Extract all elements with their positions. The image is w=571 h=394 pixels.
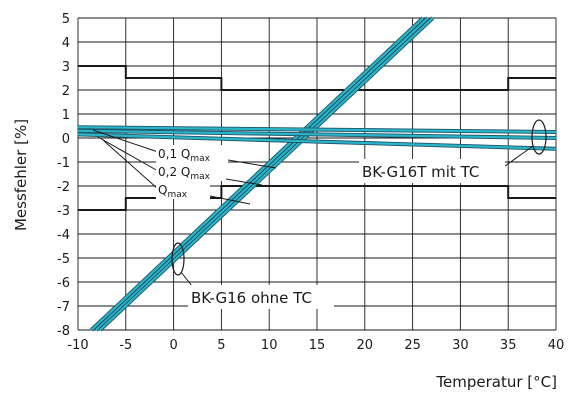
x-tick-label: 35 bbox=[500, 338, 517, 353]
y-tick-label: 3 bbox=[62, 60, 70, 75]
y-tick-label: -3 bbox=[57, 204, 70, 219]
y-tick-label: 5 bbox=[62, 12, 70, 27]
ellipse-ohne-tc bbox=[171, 242, 185, 276]
y-tick-label: -7 bbox=[57, 300, 70, 315]
y-tick-label: -1 bbox=[57, 156, 70, 171]
leader-ohne-tc bbox=[180, 271, 193, 287]
label-bg-q01 bbox=[156, 145, 228, 163]
y-tick-label: 1 bbox=[62, 108, 70, 123]
y-tick-label: -5 bbox=[57, 252, 70, 267]
y-tick-label: -8 bbox=[57, 324, 70, 339]
x-tick-label: 10 bbox=[261, 338, 278, 353]
leader-qmax-right bbox=[209, 195, 251, 205]
limit-lower bbox=[78, 185, 556, 211]
leader-qmax bbox=[102, 139, 159, 190]
y-tick-label: -6 bbox=[57, 276, 70, 291]
x-axis-title: Temperatur [°C] bbox=[435, 373, 557, 391]
x-tick-label: 15 bbox=[309, 338, 326, 353]
y-tick-label: -4 bbox=[57, 228, 70, 243]
series-line-0-2 bbox=[99, 17, 434, 331]
label-bg-ohne-tc bbox=[188, 285, 334, 309]
x-tick-label: -5 bbox=[119, 338, 132, 353]
label-bg-mit-tc bbox=[359, 159, 505, 183]
series-line-0-1 bbox=[95, 17, 429, 331]
leader-q01-right bbox=[227, 159, 277, 169]
limit-upper bbox=[78, 65, 556, 91]
x-tick-label: 20 bbox=[357, 338, 374, 353]
label-mit-tc: BK-G16T mit TC bbox=[362, 163, 479, 181]
annotations: BK-G16T mit TC BK-G16 ohne TC 0,1 Qmax 0… bbox=[92, 119, 547, 309]
x-tick-label: 5 bbox=[217, 338, 225, 353]
label-ohne-tc: BK-G16 ohne TC bbox=[191, 289, 312, 307]
series-line-1-2 bbox=[77, 133, 557, 150]
label-bg-qmax bbox=[156, 181, 210, 199]
series-lines bbox=[77, 16, 557, 332]
x-tick-label: 0 bbox=[169, 338, 177, 353]
ellipse-mit-tc bbox=[531, 119, 547, 155]
tick-labels: -10 -5 0 5 10 15 20 25 30 35 40-8-7-6-5-4-3-2-1012… bbox=[57, 12, 564, 353]
x-tick-label: -10 bbox=[67, 338, 88, 353]
leader-q01 bbox=[92, 129, 159, 153]
label-q01: 0,1 Qmax bbox=[158, 147, 211, 164]
y-tick-label: 4 bbox=[62, 36, 70, 51]
series-line-0-0 bbox=[90, 17, 424, 331]
x-tick-label: 40 bbox=[548, 338, 565, 353]
x-tick-label: 25 bbox=[404, 338, 421, 353]
label-q02: 0,2 Qmax bbox=[158, 165, 211, 182]
leader-q02 bbox=[97, 136, 159, 172]
y-tick-label: 0 bbox=[62, 132, 70, 147]
series-line-1-0 bbox=[77, 126, 557, 134]
leader-q02-right bbox=[225, 178, 263, 186]
tolerance-limits bbox=[78, 65, 556, 211]
leader-mit-tc bbox=[504, 145, 534, 167]
y-axis-title: Messfehler [%] bbox=[12, 119, 30, 231]
label-qmax: Qmax bbox=[158, 183, 188, 200]
x-tick-label: 30 bbox=[452, 338, 469, 353]
y-tick-label: -2 bbox=[57, 180, 70, 195]
y-tick-label: 2 bbox=[62, 84, 70, 99]
series-line-1-1 bbox=[77, 129, 557, 140]
label-bg-q02 bbox=[156, 163, 226, 181]
